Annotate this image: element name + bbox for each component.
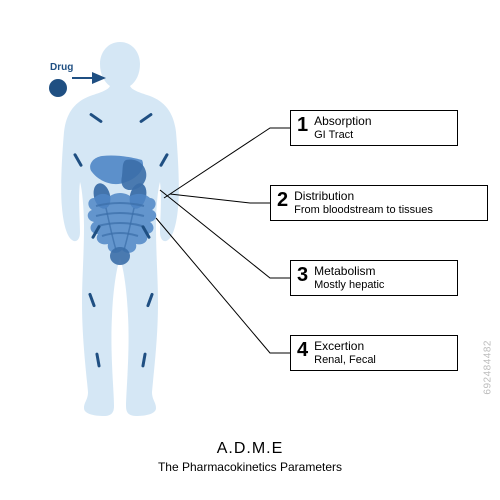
step-box-1: 1 AbsorptionGI Tract — [290, 110, 458, 146]
step-box-2: 2 DistributionFrom bloodstream to tissues — [270, 185, 488, 221]
step-box-3: 3 MetabolismMostly hepatic — [290, 260, 458, 296]
step-title: Distribution — [294, 190, 433, 204]
drug-arrow — [0, 0, 500, 500]
step-number: 1 — [297, 115, 308, 135]
step-text: AbsorptionGI Tract — [314, 115, 371, 141]
footer-title: A.D.M.E — [0, 440, 500, 458]
step-text: DistributionFrom bloodstream to tissues — [294, 190, 433, 216]
step-box-4: 4 ExcertionRenal, Fecal — [290, 335, 458, 371]
footer-subtitle: The Pharmacokinetics Parameters — [0, 460, 500, 474]
step-subtitle: GI Tract — [314, 129, 371, 142]
step-title: Excertion — [314, 340, 376, 354]
step-title: Metabolism — [314, 265, 384, 279]
step-title: Absorption — [314, 115, 371, 129]
step-number: 3 — [297, 265, 308, 285]
step-text: MetabolismMostly hepatic — [314, 265, 384, 291]
step-number: 4 — [297, 340, 308, 360]
diagram-canvas: Drug 1AbsorptionGI Tract2DistributionFro… — [0, 0, 500, 500]
step-number: 2 — [277, 190, 288, 210]
step-subtitle: From bloodstream to tissues — [294, 204, 433, 217]
step-text: ExcertionRenal, Fecal — [314, 340, 376, 366]
watermark-id: 692484482 — [483, 340, 494, 395]
step-subtitle: Mostly hepatic — [314, 279, 384, 292]
step-subtitle: Renal, Fecal — [314, 354, 376, 367]
